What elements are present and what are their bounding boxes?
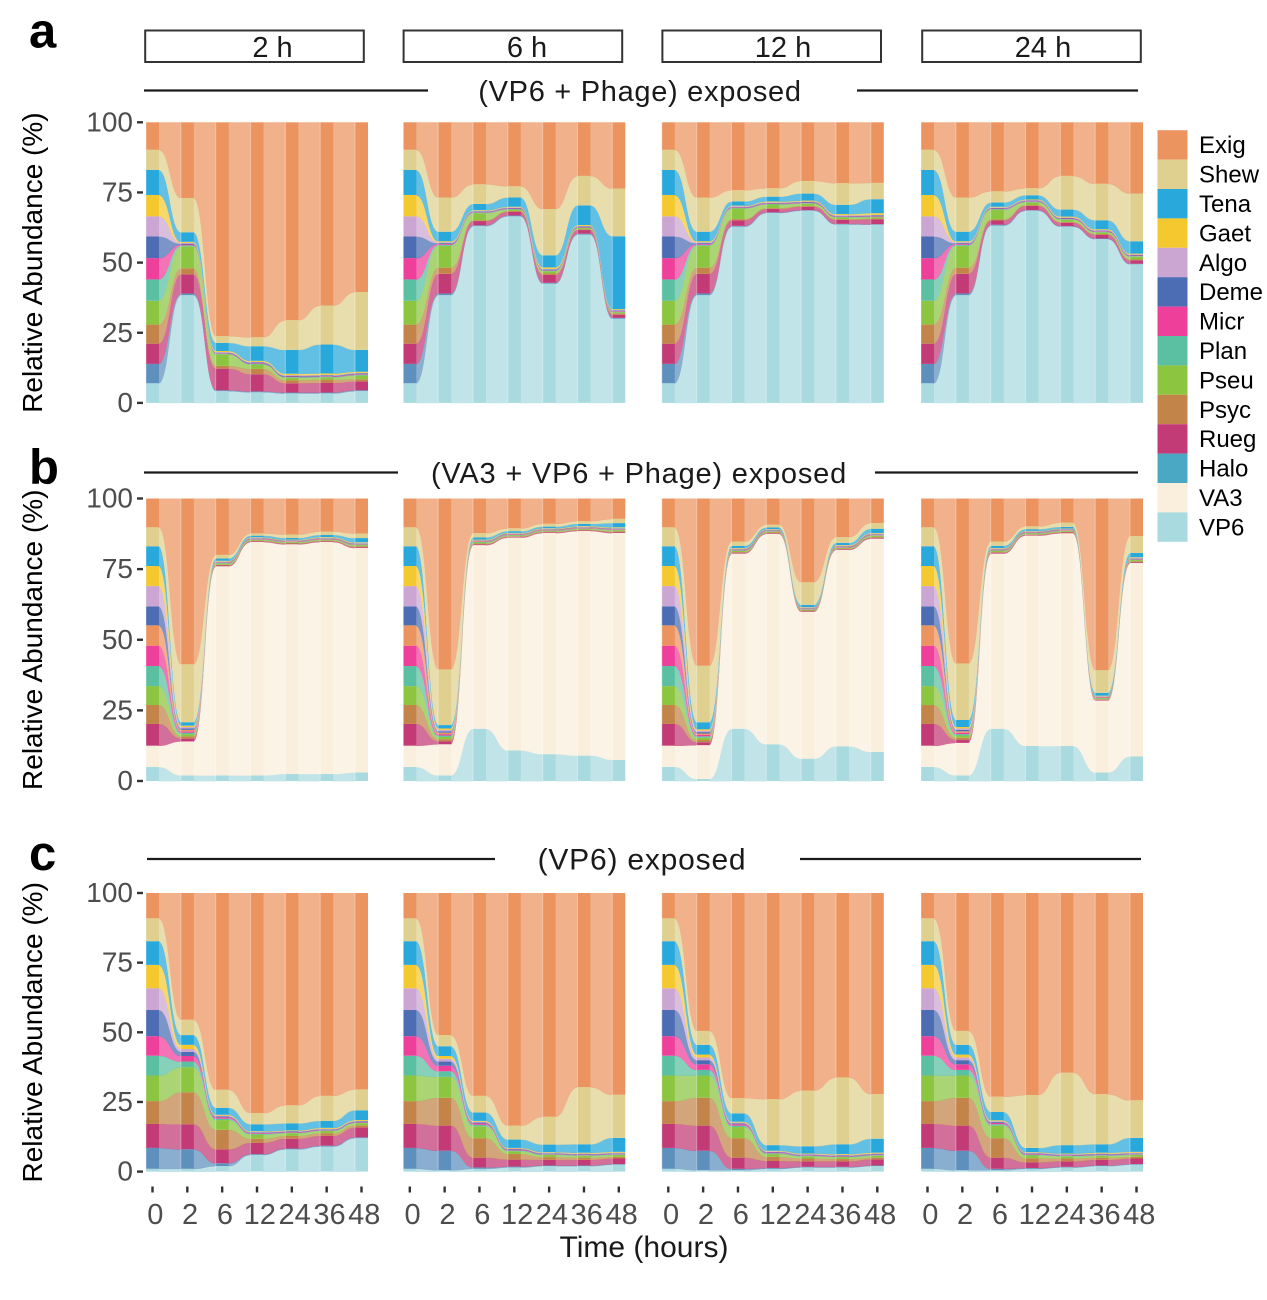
svg-text:Time (hours): Time (hours) [560, 1231, 729, 1264]
svg-text:12: 12 [501, 1199, 533, 1231]
svg-text:0: 0 [117, 1156, 133, 1187]
svg-text:24: 24 [536, 1199, 568, 1231]
svg-text:36: 36 [571, 1199, 603, 1231]
svg-text:75: 75 [102, 947, 133, 978]
svg-text:Halo: Halo [1199, 456, 1248, 483]
svg-text:6: 6 [217, 1199, 233, 1231]
svg-text:Plan: Plan [1199, 338, 1247, 365]
svg-text:24 h: 24 h [1015, 32, 1071, 64]
svg-text:Pseu: Pseu [1199, 367, 1254, 394]
svg-text:Deme: Deme [1199, 279, 1263, 306]
svg-text:Exig: Exig [1199, 132, 1246, 159]
svg-text:12: 12 [759, 1199, 791, 1231]
svg-text:75: 75 [102, 553, 133, 584]
svg-text:VA3: VA3 [1199, 485, 1243, 512]
svg-text:0: 0 [117, 387, 133, 418]
svg-text:Algo: Algo [1199, 250, 1247, 277]
svg-text:0: 0 [663, 1199, 679, 1231]
svg-text:6: 6 [733, 1199, 749, 1231]
svg-text:100: 100 [86, 877, 133, 908]
svg-text:25: 25 [102, 1086, 133, 1117]
svg-text:Relative Abundance (%): Relative Abundance (%) [17, 490, 48, 790]
svg-text:(VA3 + VP6 + Phage) exposed: (VA3 + VP6 + Phage) exposed [431, 458, 847, 490]
svg-text:12: 12 [1019, 1199, 1051, 1231]
svg-text:12 h: 12 h [755, 32, 811, 64]
svg-text:Micr: Micr [1199, 309, 1244, 336]
svg-text:100: 100 [86, 483, 133, 514]
svg-text:0: 0 [922, 1199, 938, 1231]
svg-text:36: 36 [313, 1199, 345, 1231]
svg-text:48: 48 [605, 1199, 637, 1231]
svg-text:c: c [29, 827, 56, 881]
svg-text:36: 36 [829, 1199, 861, 1231]
svg-text:2: 2 [182, 1199, 198, 1231]
svg-text:Relative Abundance (%): Relative Abundance (%) [17, 112, 48, 412]
svg-text:50: 50 [102, 1016, 133, 1047]
svg-text:36: 36 [1088, 1199, 1120, 1231]
svg-text:24: 24 [1053, 1199, 1085, 1231]
svg-text:0: 0 [117, 765, 133, 796]
svg-text:a: a [29, 5, 57, 59]
svg-text:Psyc: Psyc [1199, 397, 1251, 424]
svg-text:48: 48 [864, 1199, 896, 1231]
svg-text:0: 0 [405, 1199, 421, 1231]
svg-text:100: 100 [86, 106, 133, 137]
svg-text:75: 75 [102, 176, 133, 207]
svg-text:6: 6 [474, 1199, 490, 1231]
svg-text:24: 24 [794, 1199, 826, 1231]
svg-text:48: 48 [1123, 1199, 1155, 1231]
svg-text:Rueg: Rueg [1199, 426, 1256, 453]
svg-text:2 h: 2 h [252, 32, 292, 64]
svg-text:6: 6 [992, 1199, 1008, 1231]
svg-text:50: 50 [102, 624, 133, 655]
svg-text:12: 12 [244, 1199, 276, 1231]
svg-text:50: 50 [102, 247, 133, 278]
svg-text:2: 2 [957, 1199, 973, 1231]
svg-text:(VP6 + Phage) exposed: (VP6 + Phage) exposed [478, 76, 801, 108]
svg-text:(VP6) exposed: (VP6) exposed [538, 844, 747, 877]
svg-text:0: 0 [147, 1199, 163, 1231]
svg-text:b: b [29, 441, 59, 495]
svg-text:24: 24 [278, 1199, 310, 1231]
svg-text:Tena: Tena [1199, 191, 1252, 218]
svg-text:Shew: Shew [1199, 162, 1260, 189]
svg-text:25: 25 [102, 317, 133, 348]
svg-text:VP6: VP6 [1199, 514, 1244, 541]
svg-text:Gaet: Gaet [1199, 220, 1251, 247]
svg-text:25: 25 [102, 694, 133, 725]
svg-text:2: 2 [698, 1199, 714, 1231]
svg-text:2: 2 [439, 1199, 455, 1231]
svg-text:6 h: 6 h [507, 32, 547, 64]
svg-text:48: 48 [348, 1199, 380, 1231]
svg-text:Relative Abundance (%): Relative Abundance (%) [17, 882, 48, 1182]
